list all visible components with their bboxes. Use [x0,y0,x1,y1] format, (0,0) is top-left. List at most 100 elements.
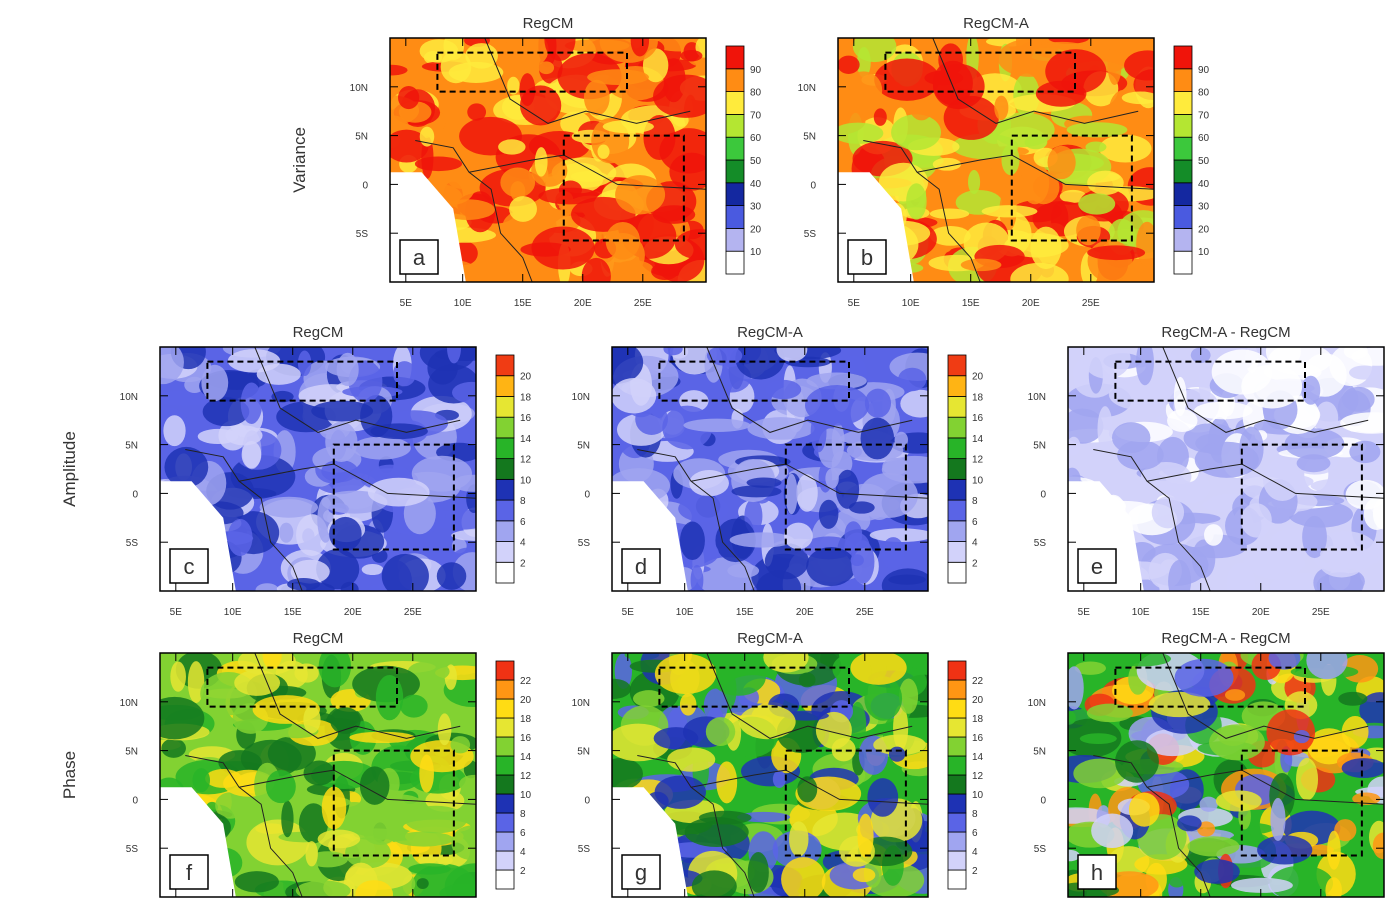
map-blob [689,470,729,496]
map-blob [228,519,253,556]
colorbar-label: 4 [972,847,978,858]
lon-tick-label: 25E [856,607,874,618]
colorbar-label: 16 [520,733,532,744]
lon-tick-label: 20E [574,298,592,309]
map-panel: RegCM-A - RegCMe10N5N05S5E10E15E20E25E [1028,324,1388,618]
map-blob [235,871,279,892]
colorbar-cell [496,542,514,563]
map-blob [1342,387,1375,412]
lat-tick-label: 5N [125,747,138,758]
colorbar-label: 16 [972,413,984,424]
map-blob [303,706,320,734]
colorbar-label: 20 [750,224,762,235]
panel-title: RegCM-A [963,15,1029,32]
map-blob [405,806,467,834]
colorbar-label: 80 [1198,88,1210,99]
row-label: Variance [290,127,309,193]
map-blob [1216,790,1262,811]
map-blob [784,523,813,550]
colorbar-label: 90 [750,65,762,76]
colorbar-label: 2 [520,558,526,569]
colorbar-cell [726,46,744,69]
panel-title: RegCM [293,630,344,647]
map-blob [205,769,242,788]
map-blob [451,825,493,860]
lon-tick-label: 10E [454,298,472,309]
colorbar-label: 4 [520,538,526,549]
map-blob [711,658,766,696]
map-blob [451,530,495,541]
map-blob [279,523,293,543]
map-blob [1177,815,1202,831]
colorbar-cell [496,562,514,583]
colorbar-cell [496,832,514,851]
map-blob [225,425,262,445]
lat-tick-label: 5N [355,132,368,143]
colorbar-cell [496,396,514,417]
map-blob [850,651,906,685]
map-blob [260,497,318,518]
colorbar-label: 40 [1198,179,1210,190]
map-blob [889,747,905,762]
map-blob [287,578,320,591]
colorbar-cell [948,542,966,563]
lat-tick-label: 5S [804,229,817,240]
map-blob [201,365,228,401]
map-blob [933,64,985,109]
map-blob [498,139,525,154]
colorbar-cell [726,228,744,251]
lat-tick-label: 0 [362,180,368,191]
map-blob [368,478,430,507]
panel-letter: g [635,860,647,885]
map-blob [663,343,682,356]
colorbar-cell [496,459,514,480]
colorbar-label: 8 [520,809,526,820]
map-blob [781,857,826,901]
map-panel: RegCMf10N5N05S246810121416182022 [120,630,532,910]
map-blob [1209,724,1265,760]
colorbar-cell [496,521,514,542]
colorbar-cell [948,775,966,794]
map-blob [500,168,535,198]
colorbar-label: 22 [972,676,984,687]
map-blob [786,474,798,514]
colorbar-label: 90 [1198,65,1210,76]
map-blob [930,209,969,219]
colorbar-cell [948,718,966,737]
lon-tick-label: 10E [224,607,242,618]
map-blob [318,830,361,849]
map-blob [716,761,737,803]
colorbar-cell [726,206,744,229]
lon-tick-label: 5E [848,298,861,309]
map-blob [882,537,905,570]
map-blob [1025,135,1048,149]
map-blob [360,766,390,804]
map-blob [1010,263,1068,296]
colorbar-label: 18 [972,714,984,725]
lon-tick-label: 20E [796,607,814,618]
map-blob [1091,814,1133,849]
colorbar-label: 70 [750,110,762,121]
map-blob [845,71,882,109]
map-blob [1296,758,1318,800]
map-blob [874,108,887,126]
colorbar-cell [496,870,514,889]
lon-tick-label: 25E [634,298,652,309]
map-blob [1108,44,1122,85]
colorbar-label: 20 [972,372,984,383]
map-blob [1225,689,1245,701]
map-blob [1231,878,1293,893]
map-blob [325,422,357,462]
colorbar-label: 14 [972,434,984,445]
lat-tick-label: 0 [810,180,816,191]
colorbar-cell [496,680,514,699]
map-blob [398,86,419,109]
map-blob [699,811,752,825]
map-blob [799,672,816,687]
colorbar-label: 2 [520,866,526,877]
map-blob [1063,711,1076,725]
colorbar-cell [496,500,514,521]
colorbar-label: 18 [972,392,984,403]
panel-title: RegCM-A [737,630,803,647]
map-blob [1327,831,1341,870]
